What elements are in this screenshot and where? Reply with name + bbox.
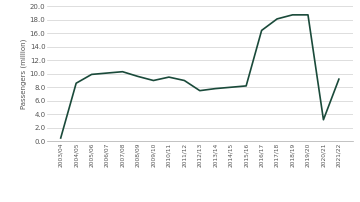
Y-axis label: Passengers (million): Passengers (million)	[21, 39, 27, 109]
